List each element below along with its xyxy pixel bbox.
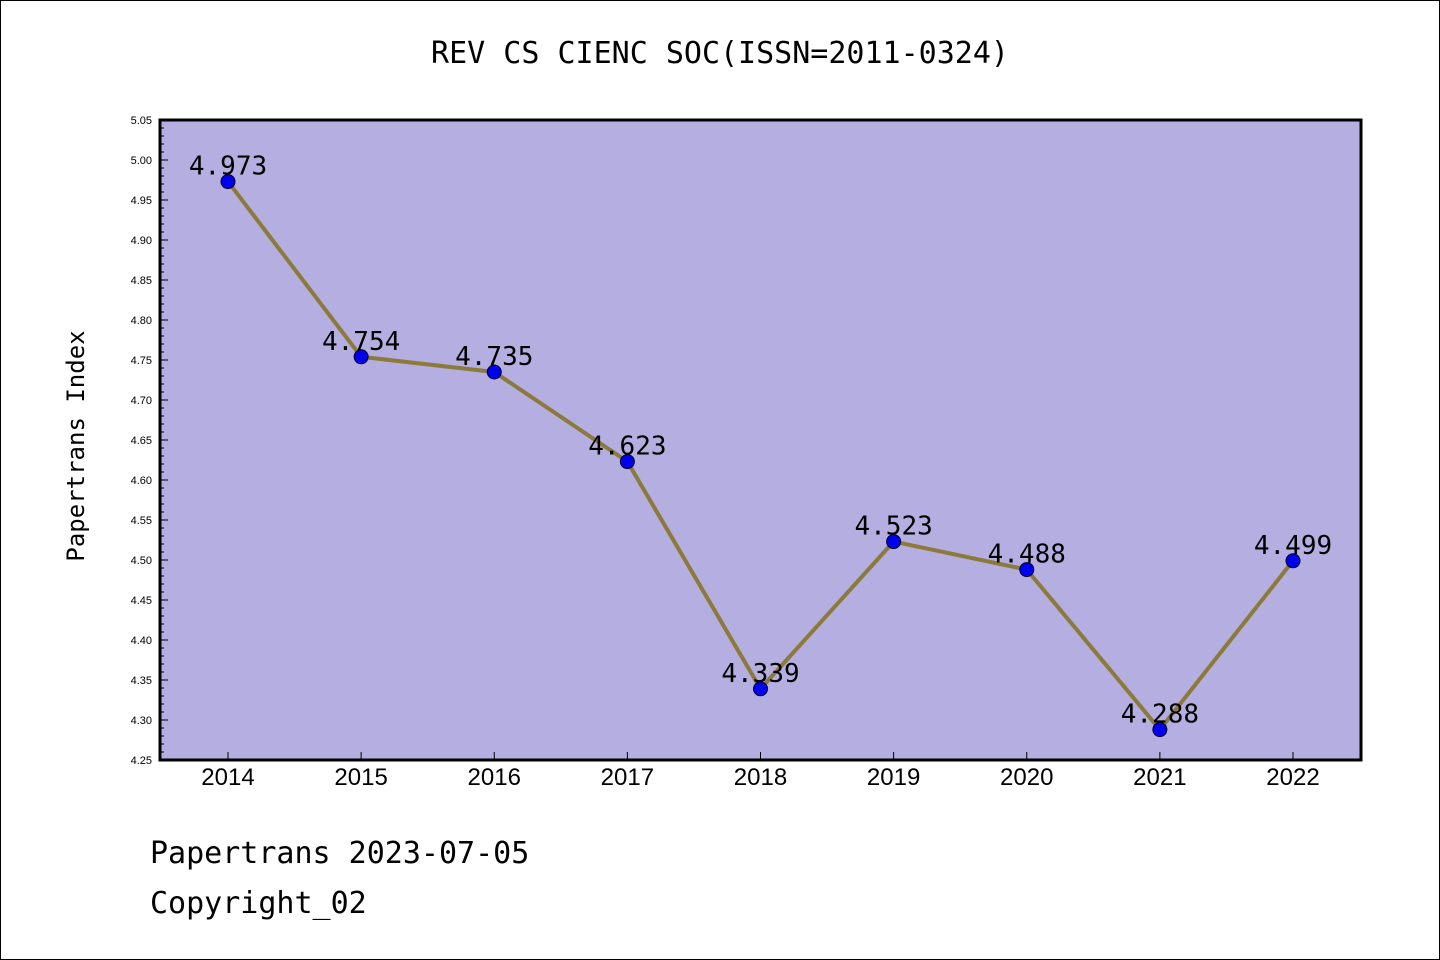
y-axis: 4.25 4.30 4.35 4.40 4.45 4.50 4.55 4.60 4.65 4.70… bbox=[131, 115, 168, 767]
plot-area bbox=[158, 118, 1363, 762]
data-label: 4.523 bbox=[854, 512, 932, 542]
y-tick-label: 4.85 bbox=[131, 275, 152, 287]
y-tick-label: 4.90 bbox=[131, 235, 152, 247]
x-tick-label: 2020 bbox=[1000, 764, 1053, 791]
x-tick-label: 2019 bbox=[867, 764, 920, 791]
data-point bbox=[886, 534, 902, 550]
data-label: 4.288 bbox=[1121, 700, 1199, 730]
data-point bbox=[353, 349, 369, 365]
data-point bbox=[619, 454, 635, 470]
data-point bbox=[753, 681, 768, 697]
chart-title: REV CS CIENC SOC(ISSN=2011-0324) bbox=[431, 36, 1009, 71]
y-axis-label: Papertrans Index bbox=[62, 330, 90, 561]
y-tick-label: 4.35 bbox=[131, 675, 152, 687]
y-tick-label: 4.60 bbox=[131, 475, 152, 487]
y-tick-label: 4.45 bbox=[131, 595, 152, 607]
x-tick-label: 2018 bbox=[734, 764, 787, 791]
data-label: 4.973 bbox=[189, 152, 267, 182]
x-tick-label: 2022 bbox=[1266, 764, 1319, 791]
data-point bbox=[1152, 722, 1168, 738]
data-label: 4.339 bbox=[721, 659, 799, 689]
data-labels: 4.973 4.754 4.735 4.623 4.339 4.523 4.488 4.288… bbox=[189, 152, 1332, 730]
data-point bbox=[486, 364, 502, 380]
footer-copyright: Copyright_02 bbox=[150, 886, 367, 921]
y-tick-label: 4.70 bbox=[131, 395, 152, 407]
data-label: 4.499 bbox=[1254, 531, 1332, 561]
data-label: 4.754 bbox=[322, 327, 400, 357]
y-tick-label: 5.05 bbox=[131, 115, 152, 127]
y-tick-label: 4.80 bbox=[131, 315, 152, 327]
data-label: 4.488 bbox=[988, 540, 1066, 570]
x-tick-label: 2016 bbox=[468, 764, 521, 791]
data-point bbox=[220, 174, 236, 190]
y-tick-label: 4.40 bbox=[131, 635, 152, 647]
data-point bbox=[1019, 562, 1035, 578]
y-tick-label: 4.75 bbox=[131, 355, 152, 367]
x-tick-label: 2017 bbox=[601, 764, 654, 791]
data-label: 4.735 bbox=[455, 342, 533, 372]
y-tick-label: 4.50 bbox=[131, 555, 152, 567]
x-axis: 2014 2015 2016 2017 2018 2019 2020 2021 2022 bbox=[201, 752, 1320, 791]
y-tick-label: 4.95 bbox=[131, 195, 152, 207]
x-tick-label: 2015 bbox=[334, 764, 387, 791]
x-tick-label: 2021 bbox=[1133, 764, 1186, 791]
data-point bbox=[1285, 553, 1301, 569]
data-points bbox=[220, 174, 1301, 738]
y-tick-label: 4.30 bbox=[131, 715, 152, 727]
y-tick-label: 4.25 bbox=[131, 755, 152, 767]
y-tick-label: 4.55 bbox=[131, 515, 152, 527]
data-label: 4.623 bbox=[588, 432, 666, 462]
y-tick-label: 5.00 bbox=[131, 155, 152, 167]
x-tick-label: 2014 bbox=[201, 764, 254, 791]
footer-date: Papertrans 2023-07-05 bbox=[150, 836, 530, 871]
y-tick-label: 4.65 bbox=[131, 435, 152, 447]
